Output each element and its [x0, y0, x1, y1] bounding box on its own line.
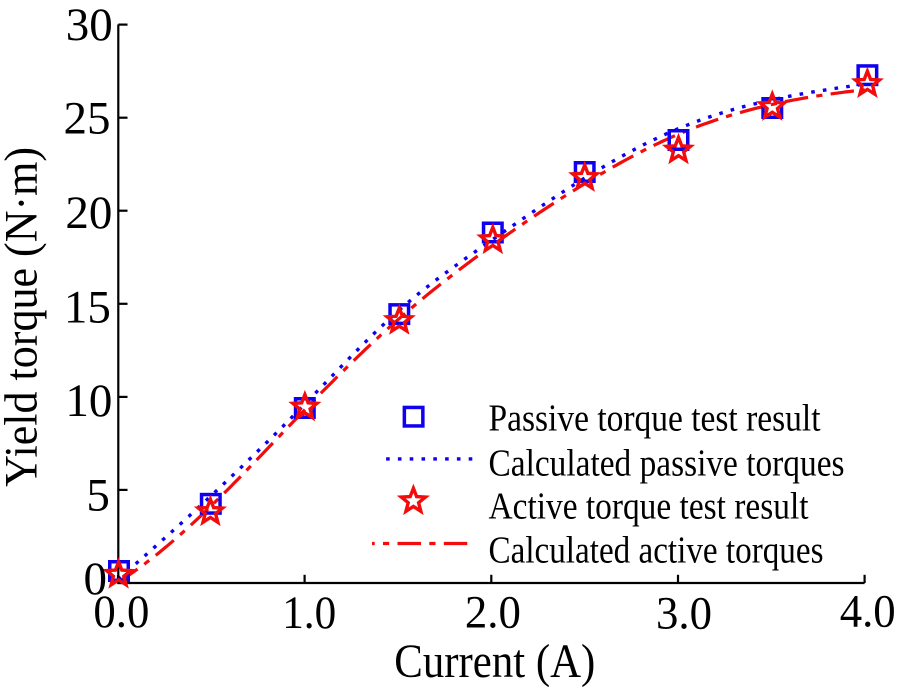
svg-text:15: 15: [64, 281, 111, 333]
svg-text:Current (A): Current (A): [394, 635, 595, 688]
svg-text:3.0: 3.0: [656, 587, 712, 639]
svg-text:10: 10: [65, 375, 112, 427]
svg-text:4.0: 4.0: [840, 586, 896, 638]
svg-text:5: 5: [86, 469, 110, 521]
svg-text:2.0: 2.0: [465, 587, 521, 639]
svg-text:Calculated active torques: Calculated active torques: [489, 529, 824, 571]
svg-text:Active torque test result: Active torque test result: [489, 486, 809, 528]
svg-text:0: 0: [84, 553, 108, 605]
svg-text:25: 25: [64, 93, 111, 145]
svg-text:Passive torque test result: Passive torque test result: [489, 397, 821, 439]
svg-text:Yield torque (N·m): Yield torque (N·m): [0, 147, 48, 487]
svg-text:0.0: 0.0: [93, 586, 149, 638]
svg-text:1.0: 1.0: [282, 587, 336, 639]
svg-text:Calculated passive torques: Calculated passive torques: [489, 442, 845, 484]
svg-text:20: 20: [65, 187, 112, 239]
svg-text:30: 30: [66, 0, 113, 51]
